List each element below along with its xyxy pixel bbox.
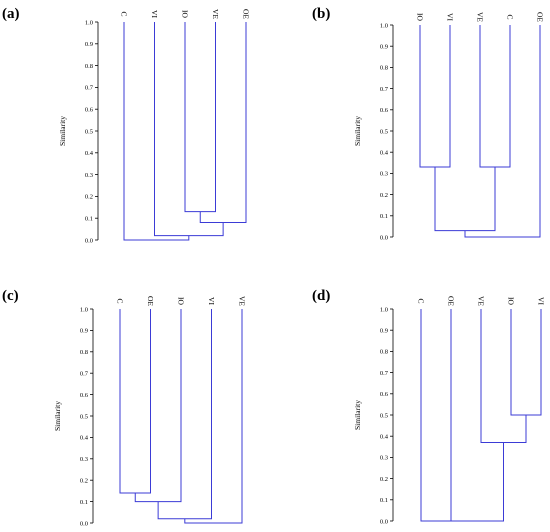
- dendrogram-panel-2: (b) 0.0 0.1 0.2 0.3 0.4 0.5 0.6 0.7 0.8 0.9 1.0 Simi…: [312, 6, 545, 241]
- y-tick-label: 0.5: [85, 128, 93, 135]
- leaf-label: VE: [476, 12, 485, 22]
- y-tick-label: 0.3: [380, 455, 388, 462]
- y-tick-label: 0.8: [80, 349, 88, 356]
- dendrogram-link: [420, 309, 452, 522]
- y-tick-label: 0.6: [380, 107, 389, 114]
- dendrogram-panel-1: (a) 0.0 0.1 0.2 0.3 0.4 0.5 0.6 0.7 0.8 0.9 1.0 Simi…: [2, 6, 251, 244]
- y-tick-label: 0.5: [380, 128, 388, 135]
- y-tick-label: 0.8: [380, 65, 388, 72]
- dendrogram-link: [464, 25, 541, 238]
- y-tick-label: 0.6: [380, 391, 389, 398]
- dendrogram-link: [134, 309, 182, 503]
- y-tick-label: 0.1: [380, 497, 388, 504]
- y-tick-label: 0.7: [85, 85, 94, 92]
- y-tick-label: 0.4: [380, 434, 389, 441]
- y-tick-label: 0.2: [380, 192, 388, 199]
- y-tick-label: 0.4: [80, 435, 89, 442]
- y-tick-label: 0.1: [85, 216, 93, 223]
- leaf-label: VI: [537, 297, 546, 305]
- y-tick-label: 0.5: [380, 412, 388, 419]
- dendrogram-link: [436, 442, 504, 522]
- y-tick-label: 0.0: [380, 234, 388, 241]
- dendrogram-link: [480, 309, 527, 444]
- dendrogram-link: [119, 309, 151, 494]
- y-tick-label: 0.9: [380, 44, 388, 51]
- y-axis-title: Similarity: [58, 116, 67, 146]
- y-tick-label: 1.0: [80, 306, 88, 313]
- y-tick-label: 0.0: [80, 520, 88, 527]
- leaf-label: C: [116, 298, 125, 303]
- leaf-label: VI: [207, 297, 216, 305]
- y-tick-label: 0.6: [80, 392, 89, 399]
- dendrogram-link: [157, 309, 212, 520]
- dendrogram-link: [184, 309, 243, 524]
- dendrogram-link: [199, 22, 247, 224]
- y-tick-label: 0.0: [85, 237, 93, 244]
- y-tick-label: 0.9: [85, 41, 93, 48]
- dendrogram-link: [510, 309, 542, 416]
- y-tick-label: 0.3: [380, 171, 388, 178]
- leaf-label: VE: [477, 296, 486, 306]
- y-tick-label: 0.8: [380, 349, 388, 356]
- dendrogram-link: [154, 22, 224, 237]
- panel-label: (b): [312, 6, 330, 22]
- y-tick-label: 0.7: [380, 86, 389, 93]
- y-tick-label: 0.6: [85, 107, 94, 114]
- y-axis-title: Similarity: [353, 116, 362, 146]
- panel-label: (c): [2, 288, 19, 304]
- leaf-label: IO: [181, 10, 190, 18]
- dendrogram-link: [419, 25, 451, 168]
- dendrogram-link: [434, 167, 496, 232]
- leaf-label: VE: [238, 296, 247, 306]
- leaf-label: OE: [536, 12, 545, 22]
- leaf-label: OE: [242, 9, 251, 19]
- y-tick-label: 1.0: [380, 22, 388, 29]
- y-axis-title: Similarity: [53, 401, 62, 431]
- y-tick-label: 0.9: [80, 328, 88, 335]
- leaf-label: VI: [150, 10, 159, 18]
- panel-label: (d): [312, 288, 330, 304]
- leaf-label: VE: [211, 9, 220, 19]
- y-axis-title: Similarity: [353, 400, 362, 430]
- leaf-label: C: [120, 11, 129, 16]
- dendrogram-link: [184, 22, 216, 213]
- y-tick-label: 0.7: [80, 371, 89, 378]
- leaf-label: VI: [446, 13, 455, 21]
- leaf-label: IO: [416, 13, 425, 21]
- leaf-label: OE: [146, 296, 155, 306]
- y-tick-label: 0.2: [80, 478, 88, 485]
- y-tick-label: 1.0: [85, 19, 93, 26]
- y-tick-label: 0.1: [80, 499, 88, 506]
- leaf-label: C: [417, 298, 426, 303]
- y-tick-label: 0.7: [380, 370, 389, 377]
- y-tick-label: 0.4: [85, 150, 94, 157]
- dendrogram-link: [123, 22, 190, 241]
- y-tick-label: 0.3: [80, 456, 88, 463]
- leaf-label: IO: [177, 297, 186, 305]
- leaf-label: OE: [447, 296, 456, 306]
- leaf-label: C: [506, 14, 515, 19]
- y-tick-label: 0.0: [380, 518, 388, 525]
- y-tick-label: 0.2: [380, 476, 388, 483]
- y-tick-label: 0.8: [85, 63, 93, 70]
- y-tick-label: 0.5: [80, 413, 88, 420]
- y-tick-label: 0.2: [85, 194, 93, 201]
- y-tick-label: 1.0: [380, 306, 388, 313]
- y-tick-label: 0.4: [380, 150, 389, 157]
- dendrogram-panel-3: (c) 0.0 0.1 0.2 0.3 0.4 0.5 0.6 0.7 0.8 0.9 1.0 Simi…: [2, 288, 247, 527]
- y-tick-label: 0.1: [380, 213, 388, 220]
- dendrogram-link: [479, 25, 511, 168]
- y-tick-label: 0.9: [380, 328, 388, 335]
- leaf-label: IO: [507, 297, 516, 305]
- panel-label: (a): [2, 6, 20, 22]
- y-tick-label: 0.3: [85, 172, 93, 179]
- dendrogram-panel-4: (d) 0.0 0.1 0.2 0.3 0.4 0.5 0.6 0.7 0.8 0.9 1.0 Simi…: [312, 288, 546, 525]
